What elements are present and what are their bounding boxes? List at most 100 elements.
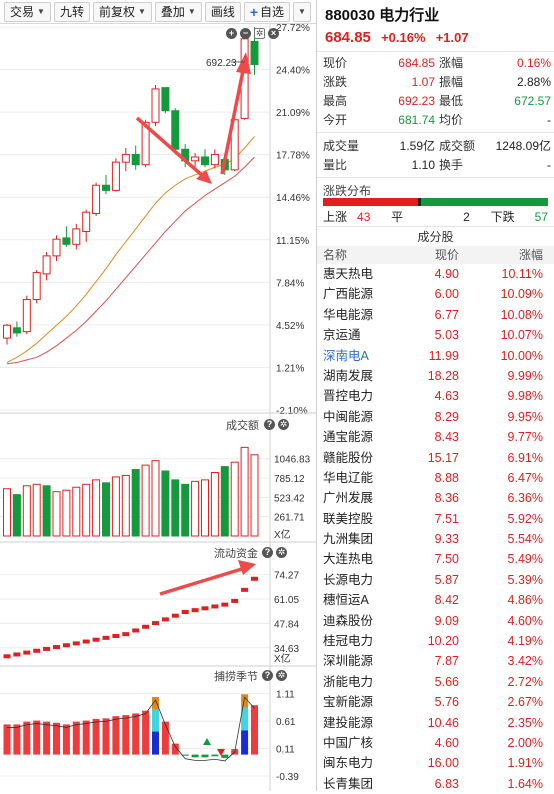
sell-signal-icon [203, 738, 211, 745]
constituent-row[interactable]: 深圳能源 7.87 3.42% [317, 651, 554, 671]
constituent-row[interactable]: 广州发展 8.36 6.36% [317, 488, 554, 508]
settings-icon[interactable]: ✲ [254, 28, 265, 39]
constituent-row[interactable]: 通宝能源 8.43 9.77% [317, 427, 554, 447]
constituent-row[interactable]: 联美控股 7.51 5.92% [317, 509, 554, 529]
stock-change: 6.36% [507, 491, 543, 506]
candle-body [210, 153, 219, 166]
stock-name: 桂冠电力 [323, 634, 374, 649]
chevron-down-icon: ▼ [187, 7, 196, 16]
stock-price: 9.33 [434, 532, 459, 547]
season-tick-label: -0.39 [276, 772, 299, 783]
flat-group: 平 2 [391, 208, 470, 224]
constituent-row[interactable]: 穗恒运A 8.42 4.86% [317, 590, 554, 610]
constituent-row[interactable]: 长源电力 5.87 5.39% [317, 570, 554, 590]
nine-turn-button[interactable]: 九转 [53, 1, 90, 22]
stock-price: 5.76 [434, 695, 459, 710]
col-name-header[interactable]: 名称 [323, 248, 348, 262]
stock-name: 广西能源 [323, 287, 374, 302]
help-icon[interactable]: ? [262, 670, 273, 681]
constituent-row[interactable]: 建投能源 10.46 2.35% [317, 713, 554, 733]
stock-name: 长源电力 [323, 572, 374, 587]
constituent-row[interactable]: 中国广核 4.60 2.00% [317, 733, 554, 753]
stock-price: 5.66 [434, 674, 459, 689]
constituent-row[interactable]: 深南电A 11.99 10.00% [317, 346, 554, 366]
distribution-bar [323, 198, 548, 206]
constituent-row[interactable]: 赣能股份 15.17 6.91% [317, 448, 554, 468]
flow-tick-label: 74.27 [274, 571, 299, 582]
volume-bar [230, 461, 239, 537]
col-change-header[interactable]: 涨幅 [518, 248, 543, 262]
kline-chart[interactable]: 27.72% 24.40% 21.09% 17.78% 14.46% 11.15% 7.84… [0, 24, 316, 791]
settings-icon[interactable]: ✲ [276, 670, 287, 681]
minus-icon[interactable]: − [240, 28, 251, 39]
fund-flow-title: 流动资金 [214, 546, 258, 560]
more-dropdown-button[interactable]: ▼ [293, 1, 311, 22]
stock-price: 6.77 [434, 307, 459, 322]
season-bar-segment [152, 696, 159, 710]
plus-icon: + [249, 3, 259, 20]
flow-unit-label: X亿 [274, 652, 291, 665]
constituent-row[interactable]: 华电辽能 8.88 6.47% [317, 468, 554, 488]
constituent-row[interactable]: 大连热电 7.50 5.49% [317, 549, 554, 569]
stock-name: 深圳能源 [323, 654, 374, 669]
constituent-row[interactable]: 广西能源 6.00 10.09% [317, 284, 554, 304]
constituent-row[interactable]: 晋控电力 4.63 9.98% [317, 386, 554, 406]
constituent-row[interactable]: 京运通 5.03 10.07% [317, 325, 554, 345]
nine-turn-label: 九转 [59, 5, 84, 19]
add-watchlist-button[interactable]: + 自选 [243, 1, 291, 22]
volume-bar [201, 479, 209, 537]
constituent-row[interactable]: 桂冠电力 10.20 4.19% [317, 631, 554, 651]
arrow-head-icon [196, 170, 212, 184]
draw-line-button[interactable]: 画线 [204, 1, 241, 22]
trend-arrows [135, 52, 251, 184]
flow-mark [191, 608, 199, 613]
stock-name: 赣能股份 [323, 450, 374, 465]
settings-icon[interactable]: ✲ [276, 547, 287, 558]
candlesticks [3, 27, 259, 345]
constituent-row[interactable]: 惠天热电 4.90 10.11% [317, 264, 554, 284]
stock-change: 5.39% [507, 572, 543, 587]
volume-bar [161, 470, 170, 537]
season-bar [211, 754, 219, 757]
constituent-row[interactable]: 九洲集团 9.33 5.54% [317, 529, 554, 549]
up-label: 上涨 [323, 210, 348, 224]
constituent-row[interactable]: 宝新能源 5.76 2.67% [317, 692, 554, 712]
flow-mark [122, 632, 130, 637]
stock-price: 10.20 [427, 634, 459, 649]
close-icon[interactable]: × [268, 28, 279, 39]
candle-body [131, 153, 140, 166]
stock-change: 10.11% [501, 267, 543, 281]
stock-price: 4.60 [434, 735, 459, 750]
constituent-row[interactable]: 华电能源 6.77 10.08% [317, 305, 554, 325]
adjust-price-button[interactable]: 前复权 ▼ [92, 1, 152, 22]
trade-button[interactable]: 交易 ▼ [4, 1, 51, 22]
chart-area[interactable]: 27.72% 24.40% 21.09% 17.78% 14.46% 11.15% 7.84… [0, 24, 316, 791]
quote-panel: 880030 电力行业 684.85 +0.16% +1.07 现价 684.85… [316, 0, 554, 791]
stock-change: 9.95% [507, 409, 543, 424]
constituent-row[interactable]: 浙能电力 5.66 2.72% [317, 672, 554, 692]
flow-mark [23, 650, 31, 655]
help-icon[interactable]: ? [262, 547, 273, 558]
price-tick-label: -2.10% [276, 406, 308, 417]
constituent-row[interactable]: 迪森股份 9.09 4.60% [317, 611, 554, 631]
constituent-row[interactable]: 湖南发展 18.28 9.99% [317, 366, 554, 386]
constituent-row[interactable]: 中闽能源 8.29 9.95% [317, 407, 554, 427]
stock-price: 8.42 [434, 593, 459, 608]
stat-label: 振幅 [439, 75, 464, 89]
flow-pane-icons: ? ✲ [262, 547, 287, 558]
constituent-row[interactable]: 长青集团 6.83 1.64% [317, 774, 554, 794]
col-price-header[interactable]: 现价 [434, 248, 459, 262]
volume-bar [92, 479, 101, 537]
help-icon[interactable]: ? [264, 419, 275, 430]
constituents-list: 惠天热电 4.90 10.11% 广西能源 6.00 10.09% 华电能源 6.77 10.0… [317, 264, 554, 794]
season-bar [3, 724, 11, 755]
add-icon[interactable]: + [226, 28, 237, 39]
volume-pane: 成交额 1046.83 785.12 523.42 261.71 X亿 [0, 412, 316, 541]
constituent-row[interactable]: 闽东电力 16.00 1.91% [317, 753, 554, 773]
flow-mark [43, 646, 51, 651]
stock-price: 6.00 [434, 287, 459, 302]
overlay-button[interactable]: 叠加 ▼ [154, 1, 202, 22]
arrow-head-icon [238, 560, 256, 575]
settings-icon[interactable]: ✲ [278, 419, 289, 430]
